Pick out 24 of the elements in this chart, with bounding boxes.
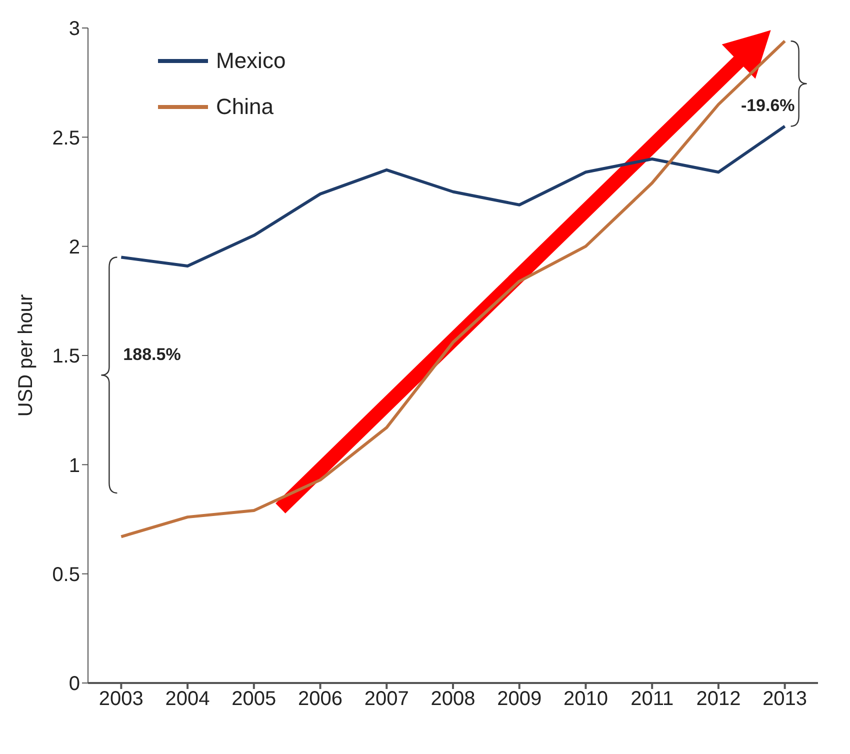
- x-tick-label: 2013: [762, 688, 808, 710]
- y-tick-label: 2: [68, 236, 80, 258]
- y-tick-label: 1.5: [52, 346, 80, 368]
- x-tick-label: 2009: [497, 688, 542, 710]
- line-series: [120, 124, 786, 268]
- x-tick-label: 2007: [364, 688, 409, 710]
- y-tick-label: 1: [68, 454, 80, 477]
- y-tick-label: 0.5: [52, 564, 80, 586]
- legend-label: Mexico: [216, 48, 286, 74]
- x-tick-label: 2003: [98, 688, 144, 710]
- y-tick-label: 2.5: [52, 127, 80, 150]
- annotation: 188.5%: [123, 344, 181, 364]
- y-tick-label: 3: [68, 18, 80, 40]
- x-tick-label: 2010: [563, 688, 608, 710]
- x-tick-label: 2006: [298, 688, 343, 710]
- legend-label: China: [216, 94, 274, 120]
- x-tick-label: 2011: [630, 688, 674, 710]
- x-tick-label: 2008: [430, 688, 476, 710]
- annotation: -19.6%: [740, 96, 795, 116]
- x-tick-label: 2004: [165, 688, 210, 710]
- y-axis-title: USD per hour: [15, 294, 37, 417]
- x-tick-label: 2005: [232, 688, 276, 710]
- x-tick-label: 2012: [696, 688, 741, 710]
- y-tick-label: 0: [68, 673, 80, 696]
